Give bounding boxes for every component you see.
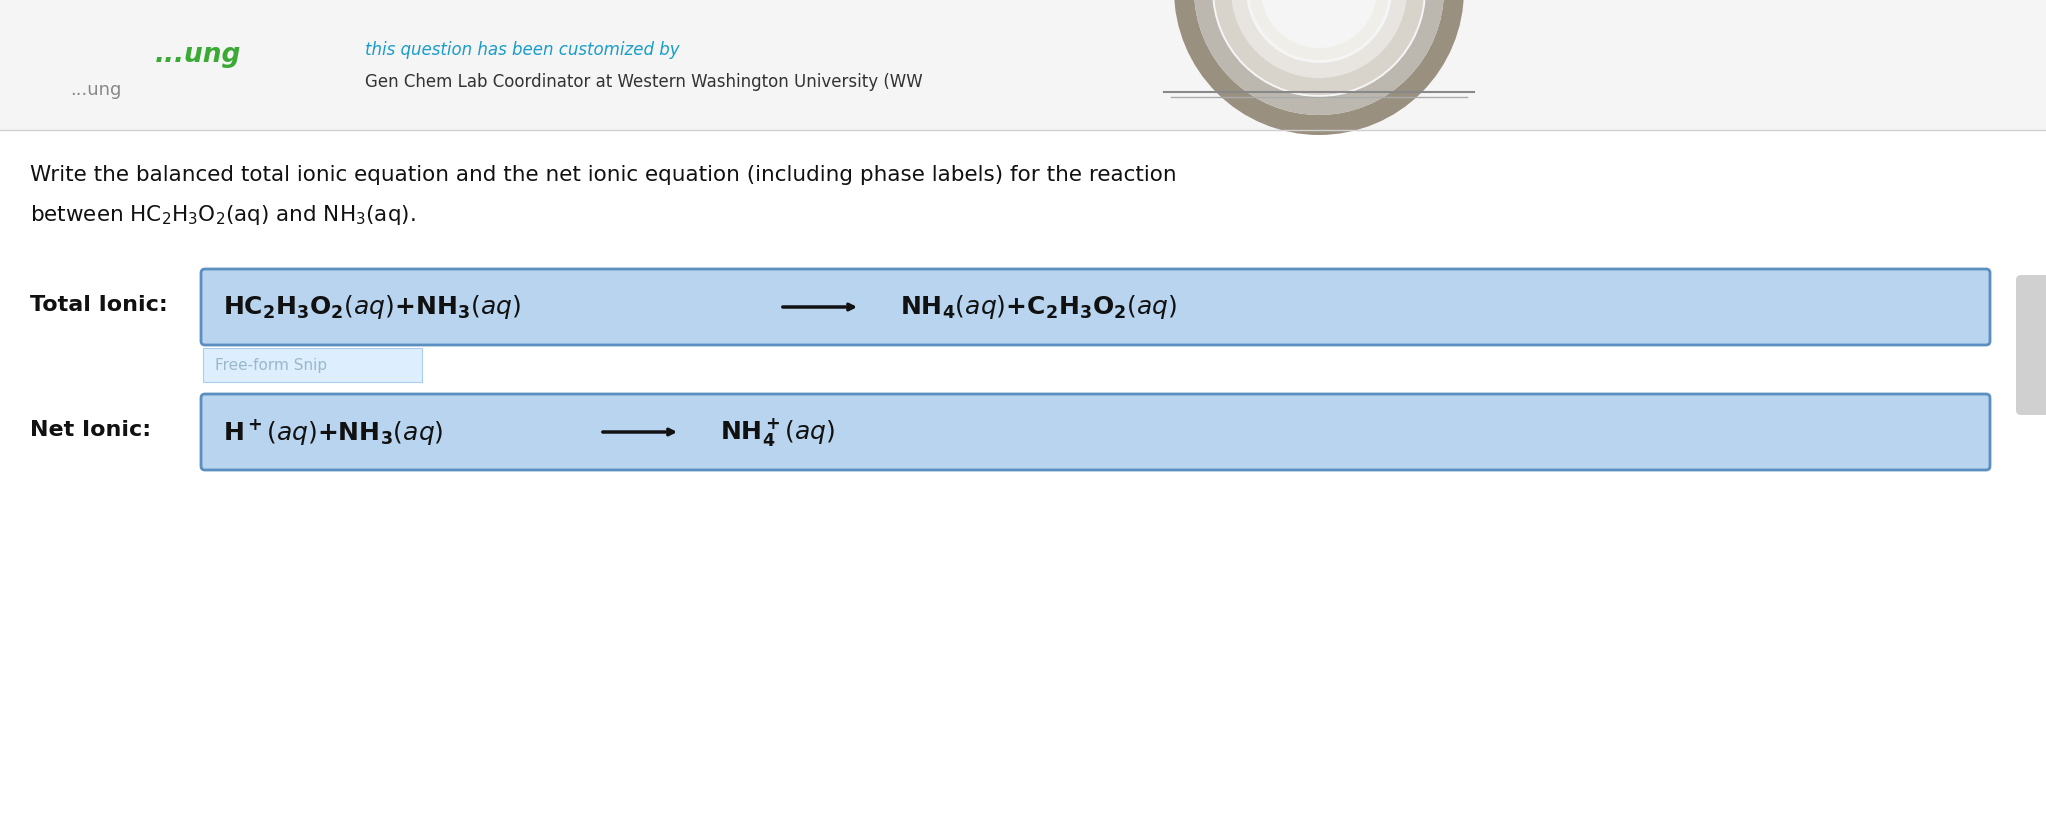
Text: Free-form Snip: Free-form Snip (215, 357, 327, 373)
Wedge shape (1232, 0, 1408, 78)
Text: between $\mathrm{HC_2H_3O_2}$(aq) and $\mathrm{NH_3}$(aq).: between $\mathrm{HC_2H_3O_2}$(aq) and $\… (31, 203, 415, 227)
Text: ...ung: ...ung (70, 81, 121, 99)
Bar (0, 0, 2046, 130)
Text: Gen Chem Lab Coordinator at Western Washington University (WW: Gen Chem Lab Coordinator at Western Wash… (364, 73, 923, 91)
Wedge shape (1174, 0, 1465, 135)
Text: $\mathbf{HC_2H_3O_2}$$\mathit{(aq)}$$\mathbf{+ NH_3}$$\mathit{(aq)}$: $\mathbf{HC_2H_3O_2}$$\mathit{(aq)}$$\ma… (223, 293, 522, 321)
Wedge shape (1195, 0, 1444, 115)
Wedge shape (1213, 0, 1424, 95)
Text: Net Ionic:: Net Ionic: (31, 420, 151, 440)
FancyBboxPatch shape (201, 394, 1991, 470)
Text: this question has been customized by: this question has been customized by (364, 41, 679, 59)
FancyBboxPatch shape (203, 348, 421, 382)
Text: $\mathbf{H^+}$$\mathit{(aq)}$$\mathbf{+ NH_3}$$\mathit{(aq)}$: $\mathbf{H^+}$$\mathit{(aq)}$$\mathbf{+ … (223, 417, 444, 447)
Text: $\mathbf{NH_4^+}$$\mathit{(aq)}$: $\mathbf{NH_4^+}$$\mathit{(aq)}$ (720, 416, 835, 448)
FancyBboxPatch shape (201, 269, 1991, 345)
Text: ...ung: ...ung (155, 42, 241, 68)
Text: Write the balanced total ionic equation and the net ionic equation (including ph: Write the balanced total ionic equation … (31, 165, 1176, 185)
Wedge shape (1248, 0, 1389, 60)
FancyBboxPatch shape (2015, 275, 2046, 415)
Text: $\mathbf{NH_4}$$\mathit{(aq)}$$\mathbf{+ C_2H_3O_2}$$\mathit{(aq)}$: $\mathbf{NH_4}$$\mathit{(aq)}$$\mathbf{+… (900, 293, 1176, 321)
Text: Total Ionic:: Total Ionic: (31, 295, 168, 315)
